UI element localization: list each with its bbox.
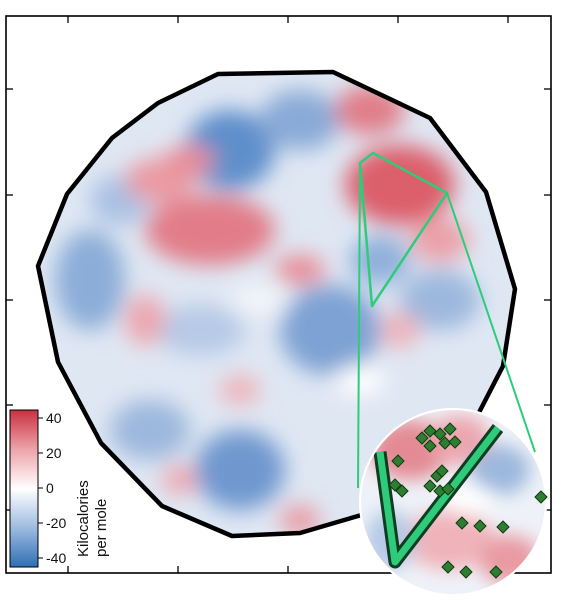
inset-markers bbox=[388, 422, 548, 579]
colorbar-title-line2: per mole bbox=[93, 499, 110, 557]
colorbar-tick-minus-20: -20 bbox=[46, 515, 66, 531]
colorbar: 40 20 0 -20 -40 Kilocalories per mole bbox=[9, 409, 110, 568]
colorbar-tick-minus-40: -40 bbox=[46, 550, 66, 566]
colorbar-tick-20: 20 bbox=[46, 445, 62, 461]
zoom-connector-lines bbox=[357, 164, 536, 489]
colorbar-gradient bbox=[9, 409, 39, 568]
zoom-inset-circle bbox=[359, 408, 548, 596]
colorbar-tick-40: 40 bbox=[46, 410, 62, 426]
colorbar-title-line1: Kilocalories bbox=[75, 480, 92, 557]
colorbar-tick-0: 0 bbox=[46, 480, 54, 496]
